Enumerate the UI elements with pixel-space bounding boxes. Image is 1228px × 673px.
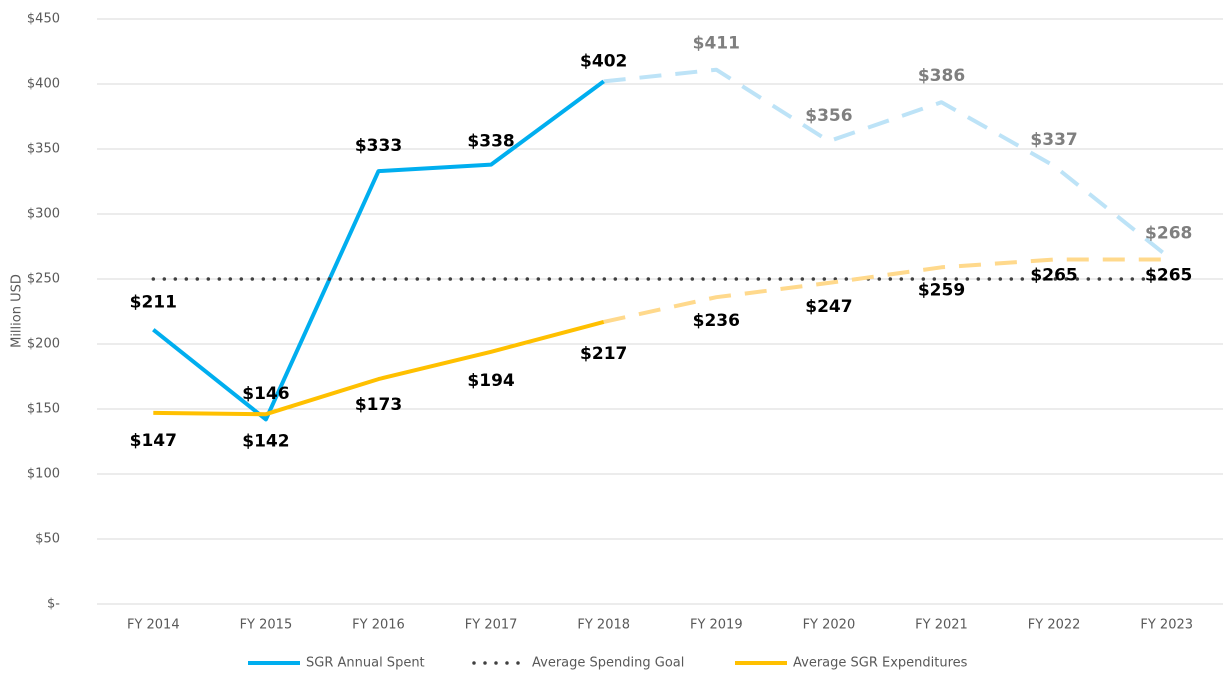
y-tick-label: $450 bbox=[27, 12, 60, 27]
data-label: $338 bbox=[467, 132, 514, 152]
x-tick-label: FY 2017 bbox=[465, 618, 518, 633]
legend-label: Average Spending Goal bbox=[532, 656, 684, 671]
y-tick-label: $350 bbox=[27, 142, 60, 157]
x-tick-label: FY 2019 bbox=[690, 618, 743, 633]
y-tick-label: $150 bbox=[27, 402, 60, 417]
y-tick-label: $250 bbox=[27, 272, 60, 287]
y-tick-label: $- bbox=[47, 597, 60, 612]
data-label: $402 bbox=[580, 51, 627, 71]
x-tick-label: FY 2014 bbox=[127, 618, 180, 633]
projected-line bbox=[603, 257, 1167, 324]
data-label: $146 bbox=[242, 384, 289, 404]
x-tick-label: FY 2016 bbox=[352, 618, 405, 633]
data-label: $411 bbox=[693, 34, 740, 54]
data-label: $147 bbox=[130, 431, 177, 451]
data-label: $247 bbox=[805, 297, 852, 317]
x-tick-label: FY 2018 bbox=[577, 618, 630, 633]
x-tick-label: FY 2020 bbox=[803, 618, 856, 633]
y-tick-label: $400 bbox=[27, 77, 60, 92]
data-label: $265 bbox=[1030, 266, 1077, 286]
data-label: $265 bbox=[1145, 266, 1192, 286]
data-label: $337 bbox=[1030, 130, 1077, 150]
x-tick-label: FY 2022 bbox=[1028, 618, 1081, 633]
x-tick-label: FY 2015 bbox=[240, 618, 293, 633]
data-label: $211 bbox=[130, 293, 177, 313]
data-label: $217 bbox=[580, 344, 627, 364]
y-axis-title: Million USD bbox=[10, 274, 25, 348]
y-tick-label: $300 bbox=[27, 207, 60, 222]
data-label: $259 bbox=[918, 280, 965, 300]
data-label: $386 bbox=[918, 66, 965, 86]
data-label: $333 bbox=[355, 136, 402, 156]
x-tick-label: FY 2023 bbox=[1140, 618, 1193, 633]
line bbox=[152, 79, 605, 422]
data-label: $194 bbox=[467, 371, 514, 391]
legend-label: Average SGR Expenditures bbox=[793, 656, 968, 671]
projected-line bbox=[603, 67, 1168, 258]
data-label: $236 bbox=[693, 311, 740, 331]
data-label: $356 bbox=[805, 106, 852, 126]
data-label: $173 bbox=[355, 395, 402, 415]
data-label: $142 bbox=[242, 431, 289, 451]
y-tick-label: $200 bbox=[27, 337, 60, 352]
legend-label: SGR Annual Spent bbox=[306, 656, 425, 671]
x-tick-label: FY 2021 bbox=[915, 618, 968, 633]
y-tick-label: $100 bbox=[27, 467, 60, 482]
data-label: $268 bbox=[1145, 224, 1192, 244]
y-tick-label: $50 bbox=[35, 532, 60, 547]
line bbox=[153, 319, 605, 417]
